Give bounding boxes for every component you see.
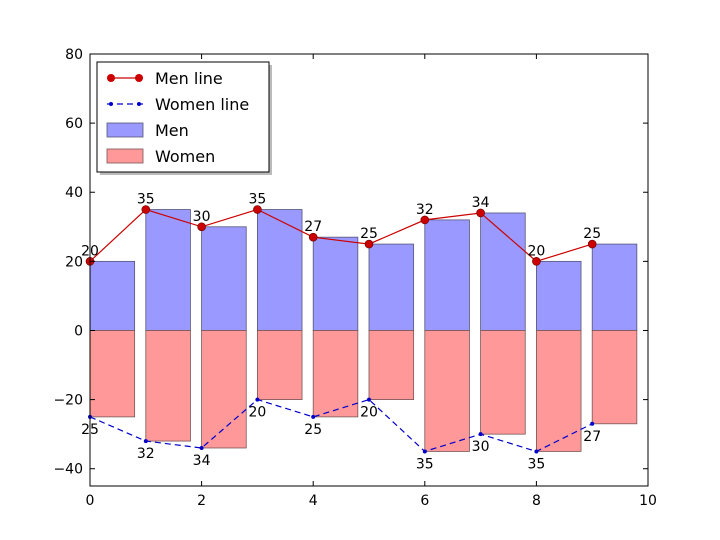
legend: Men line Women line Men Women	[96, 61, 272, 175]
legend-marker-men-line	[107, 74, 115, 82]
bar-men	[591, 243, 638, 331]
bar-men	[480, 212, 526, 331]
legend-marker-women-line	[109, 102, 113, 106]
data-label-men: 20	[527, 243, 545, 259]
bar-women	[368, 330, 415, 401]
bar-men	[424, 219, 470, 331]
point-men	[532, 257, 541, 266]
point-women	[478, 432, 483, 437]
x-tick-label: 8	[532, 493, 541, 509]
point-women	[422, 449, 427, 454]
bar-women	[256, 330, 303, 401]
data-label-women: 20	[360, 405, 378, 421]
y-tick-label: 20	[65, 254, 83, 270]
x-tick-label: 2	[197, 493, 206, 509]
bar-women	[591, 330, 638, 425]
data-label-men: 35	[137, 192, 155, 208]
point-men	[253, 205, 262, 214]
bar-men	[368, 243, 415, 331]
bar-women	[312, 330, 359, 418]
plot-frame	[89, 53, 649, 487]
bar-women	[536, 330, 582, 452]
legend-label-men-line: Men line	[155, 69, 223, 88]
y-tick-label: 40	[65, 185, 83, 201]
point-men	[476, 208, 485, 218]
data-label-men: 25	[360, 226, 378, 242]
x-tick-label: 4	[309, 493, 318, 509]
bar-men	[536, 260, 582, 331]
data-label-women: 35	[527, 456, 545, 472]
bar-men	[145, 209, 191, 331]
data-label-women: 30	[472, 439, 490, 455]
point-men	[308, 232, 318, 242]
data-label-men: 27	[304, 219, 322, 235]
data-label-men: 25	[583, 226, 601, 242]
legend-swatch-women	[106, 148, 144, 164]
point-women	[255, 397, 260, 402]
axis-ticks: 0 2 4 6 8 10 −40 −20 0 20 40 60 80	[53, 47, 656, 509]
y-tick-label: 60	[65, 116, 83, 132]
y-tick-label: −40	[53, 462, 83, 478]
lines-layer	[85, 205, 597, 454]
legend-marker-men-line	[135, 74, 143, 82]
point-women	[367, 397, 371, 402]
data-label-men: 35	[248, 192, 266, 208]
point-men	[587, 239, 597, 249]
legend-marker-women-line	[137, 102, 141, 106]
data-label-women: 27	[583, 429, 601, 445]
bar-men	[201, 226, 247, 331]
data-label-women: 20	[248, 405, 266, 421]
bar-men	[89, 260, 136, 331]
bar-women	[424, 330, 470, 452]
data-label-women: 32	[137, 446, 155, 462]
bar-men	[312, 236, 359, 331]
bar-women	[89, 330, 136, 418]
line-men	[89, 208, 593, 263]
y-tick-label: 80	[65, 47, 83, 63]
bar-women	[145, 330, 191, 442]
point-men	[197, 222, 206, 232]
x-tick-label: 0	[86, 493, 95, 509]
legend-label-men: Men	[155, 121, 189, 140]
point-women	[534, 449, 539, 454]
point-men	[141, 205, 151, 214]
legend-label-women-line: Women line	[155, 95, 249, 114]
data-label-women: 34	[193, 453, 211, 469]
point-women	[590, 421, 595, 426]
data-label-men: 34	[472, 195, 490, 211]
legend-swatch-men	[106, 122, 144, 138]
point-women	[311, 414, 316, 419]
data-label-women: 35	[416, 456, 434, 472]
y-tick-label: 0	[74, 323, 83, 339]
y-tick-label: −20	[53, 393, 83, 409]
point-men	[420, 215, 430, 225]
x-tick-label: 10	[639, 493, 657, 509]
line-women	[89, 398, 593, 453]
legend-label-women: Women	[155, 147, 215, 166]
point-women	[199, 445, 204, 450]
point-men	[364, 239, 374, 249]
data-label-men: 30	[193, 209, 211, 225]
bar-women	[201, 330, 247, 449]
x-tick-label: 6	[420, 493, 429, 509]
bars-layer	[89, 209, 638, 452]
bar-women	[480, 330, 526, 435]
point-women	[143, 439, 148, 444]
data-label-men: 32	[416, 202, 434, 218]
data-label-women: 25	[304, 422, 322, 438]
